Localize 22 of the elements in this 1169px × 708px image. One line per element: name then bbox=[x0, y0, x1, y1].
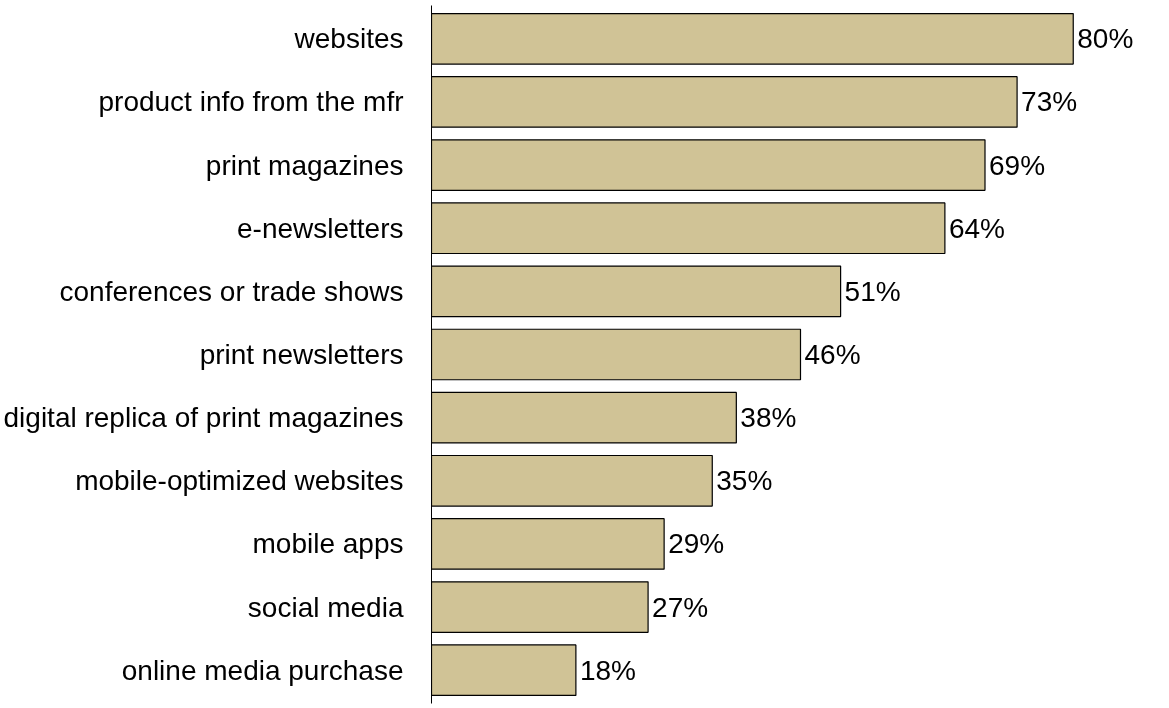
y-tick-label: digital replica of print magazines bbox=[3, 402, 404, 434]
data-label: 73% bbox=[1021, 86, 1078, 118]
y-tick-label: print newsletters bbox=[199, 339, 404, 370]
data-label: 27% bbox=[652, 591, 709, 623]
y-tick-label: mobile apps bbox=[252, 528, 404, 560]
data-label: 80% bbox=[1077, 23, 1134, 55]
data-label: 38% bbox=[740, 402, 797, 434]
data-label: 29% bbox=[668, 528, 725, 560]
y-tick-label: e-newsletters bbox=[236, 212, 404, 244]
data-label: 46% bbox=[804, 339, 861, 370]
data-label: 35% bbox=[716, 465, 773, 497]
data-label: 69% bbox=[989, 149, 1046, 181]
data-label: 18% bbox=[579, 654, 636, 686]
y-tick-label: online media purchase bbox=[121, 654, 404, 686]
y-tick-label: product info from the mfr bbox=[98, 86, 404, 118]
y-tick-label: social media bbox=[247, 591, 404, 623]
y-tick-label: mobile-optimized websites bbox=[75, 465, 404, 497]
data-label: 51% bbox=[844, 275, 901, 307]
y-tick-label: print magazines bbox=[205, 149, 404, 181]
y-tick-label: websites bbox=[293, 23, 404, 55]
data-label: 64% bbox=[948, 212, 1005, 244]
y-tick-label: conferences or trade shows bbox=[59, 275, 404, 307]
